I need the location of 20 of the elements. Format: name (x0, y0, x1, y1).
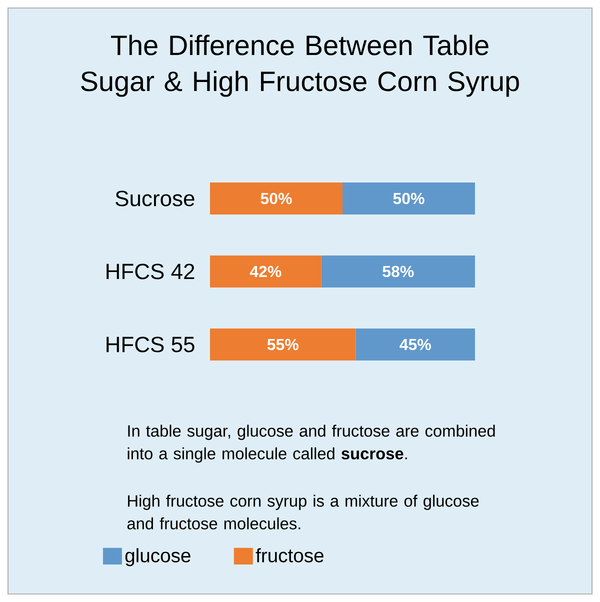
data-label: 42% (250, 266, 282, 278)
data-label: 50% (393, 192, 424, 204)
legend-label: glucose (125, 548, 190, 566)
bar (210, 256, 322, 288)
data-label: 55% (267, 338, 298, 350)
bar (321, 256, 476, 288)
legend-label: fructose (256, 548, 324, 562)
y-tick-label: HFCS 55 (106, 336, 194, 352)
bar (210, 182, 343, 214)
data-label: 58% (382, 266, 414, 278)
data-label: 50% (260, 192, 292, 204)
y-tick-label: HFCS 42 (106, 264, 194, 280)
bar (356, 328, 476, 360)
text: High fructose corn syrup is a mixture of glucose and fructose molecules. (127, 494, 479, 530)
data-label: 45% (400, 338, 431, 350)
text: In table sugar, glucose and fructose are combined into a single molecule called sucrose. (128, 424, 495, 463)
bar (210, 328, 356, 360)
bar (342, 182, 476, 214)
y-tick-label: Sucrose (116, 190, 194, 206)
chart-title: The Difference Between Table Sugar & High Fructose Corn Syrup (81, 34, 519, 97)
